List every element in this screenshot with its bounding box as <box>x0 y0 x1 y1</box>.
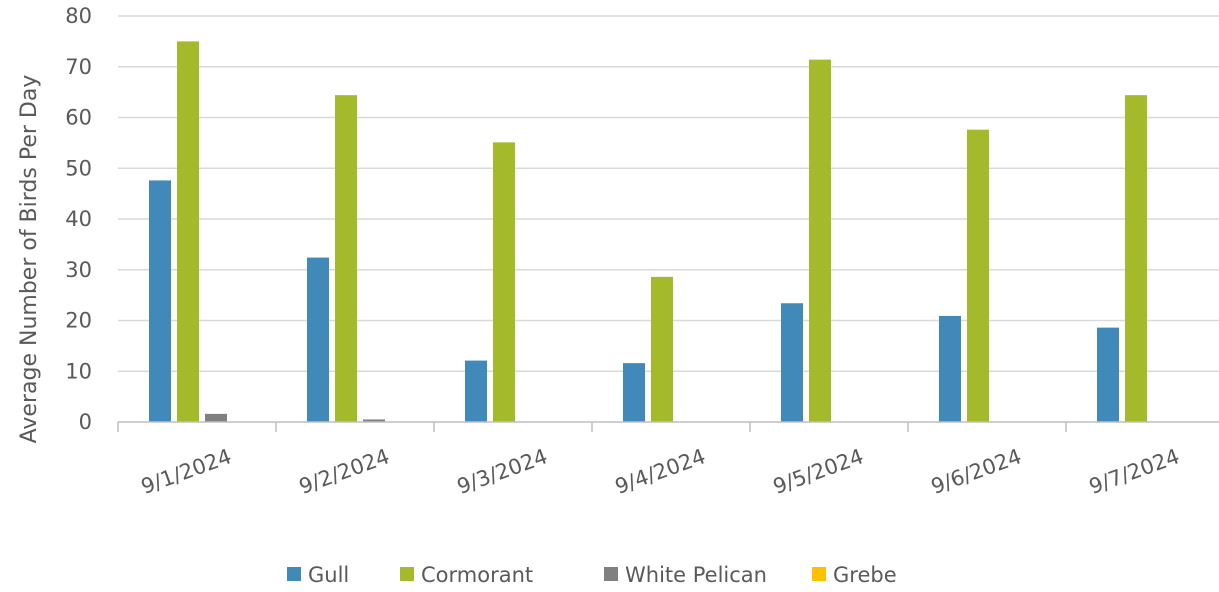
legend-swatch-cormorant <box>400 567 414 581</box>
legend-label: White Pelican <box>625 563 767 587</box>
x-tick-label: 9/4/2024 <box>612 444 709 499</box>
x-tick-label: 9/2/2024 <box>296 444 393 499</box>
y-tick-label: 60 <box>65 106 92 130</box>
bar-cormorant-2 <box>335 95 357 423</box>
x-tick-label: 9/5/2024 <box>770 444 867 499</box>
x-tick-label: 9/3/2024 <box>454 444 551 499</box>
bar-white-pelican-2 <box>363 419 385 422</box>
y-tick-label: 10 <box>65 359 92 383</box>
bar-cormorant-5 <box>809 59 831 423</box>
bar-gull-6 <box>939 315 961 422</box>
bar-cormorant-1 <box>177 41 199 422</box>
y-tick-label: 0 <box>79 410 92 434</box>
y-tick-label: 20 <box>65 309 92 333</box>
gridlines <box>118 15 1219 372</box>
bar-gull-2 <box>307 257 329 422</box>
y-tick-label: 80 <box>65 4 92 28</box>
bar-gull-7 <box>1097 327 1119 422</box>
y-axis-title: Average Number of Birds Per Day <box>17 75 42 444</box>
bar-cormorant-7 <box>1125 95 1147 423</box>
bar-gull-5 <box>781 303 803 422</box>
y-tick-label: 50 <box>65 156 92 180</box>
legend-label: Cormorant <box>421 563 533 587</box>
bar-cormorant-3 <box>493 142 515 422</box>
bar-gull-1 <box>149 180 171 422</box>
bars <box>149 41 1147 423</box>
legend-label: Gull <box>308 563 349 587</box>
legend-swatch-grebe <box>812 567 826 581</box>
bar-gull-3 <box>465 360 487 422</box>
y-tick-label: 40 <box>65 207 92 231</box>
bar-gull-4 <box>623 363 645 422</box>
x-tick-label: 9/6/2024 <box>928 444 1025 499</box>
bar-cormorant-4 <box>651 276 673 422</box>
legend: Gull Cormorant White Pelican Grebe <box>287 563 897 587</box>
bar-white-pelican-1 <box>205 413 227 422</box>
legend-swatch-gull <box>287 567 301 581</box>
legend-label: Grebe <box>833 563 897 587</box>
bar-cormorant-6 <box>967 129 989 422</box>
y-tick-label: 70 <box>65 55 92 79</box>
x-tick-label: 9/1/2024 <box>138 444 235 499</box>
x-tick-label: 9/7/2024 <box>1086 444 1183 499</box>
legend-swatch-white-pelican <box>604 567 618 581</box>
y-tick-label: 30 <box>65 258 92 282</box>
axes: 0 10 20 30 40 50 60 70 80 9/1/2024 9/2/2024 9/3/202… <box>65 4 1219 499</box>
